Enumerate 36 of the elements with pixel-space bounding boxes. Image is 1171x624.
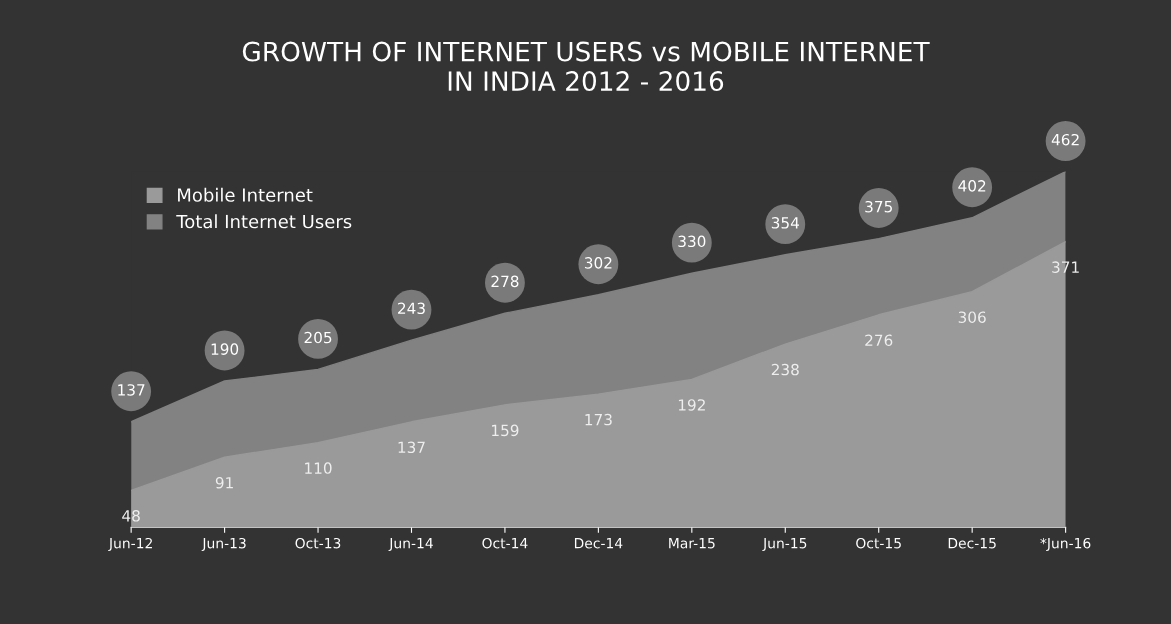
x-tick-label: *Jun-16 — [1040, 537, 1091, 552]
x-tick-label: Dec-14 — [574, 538, 623, 549]
data-label: 276 — [865, 334, 893, 347]
x-tick-label: Oct-15 — [856, 537, 901, 549]
x-tick-label: Jun-14 — [388, 538, 433, 552]
legend-label: Mobile Internet — [178, 187, 313, 202]
data-label: 278 — [491, 275, 519, 288]
data-label: 330 — [678, 235, 706, 248]
x-tick-label: Jun-15 — [762, 538, 807, 552]
data-label: 173 — [585, 413, 612, 426]
data-label: 159 — [492, 424, 519, 437]
data-label: 91 — [215, 476, 233, 489]
data-label: 402 — [958, 180, 986, 192]
x-tick-label: Jun-13 — [201, 537, 246, 552]
x-tick-label: Jun-12 — [108, 537, 152, 552]
data-label: 302 — [584, 257, 612, 269]
data-label: 137 — [118, 384, 145, 396]
data-label: 192 — [678, 399, 705, 411]
data-label: 205 — [304, 331, 332, 344]
data-label: 375 — [865, 200, 892, 213]
legend-label: Total Internet Users — [176, 214, 352, 229]
x-tick-label: Oct-13 — [295, 537, 341, 549]
data-label: 238 — [771, 363, 799, 376]
data-label: 110 — [305, 462, 332, 474]
x-tick-label: Dec-15 — [948, 538, 996, 549]
chart-title: GROWTH OF INTERNET USERS vs MOBILE INTERNET IN INDIA 2012 - 2016 — [242, 41, 930, 92]
data-label: 354 — [771, 217, 799, 229]
data-label: 306 — [958, 311, 986, 323]
data-label: 48 — [122, 510, 140, 522]
data-label: 371 — [1052, 261, 1079, 273]
x-tick-label: Mar-15 — [669, 538, 715, 549]
data-label: 243 — [398, 302, 425, 315]
x-tick-label: Oct-14 — [482, 537, 528, 549]
data-label: 462 — [1051, 133, 1079, 146]
data-label: 190 — [211, 343, 239, 355]
data-label: 137 — [398, 441, 425, 454]
